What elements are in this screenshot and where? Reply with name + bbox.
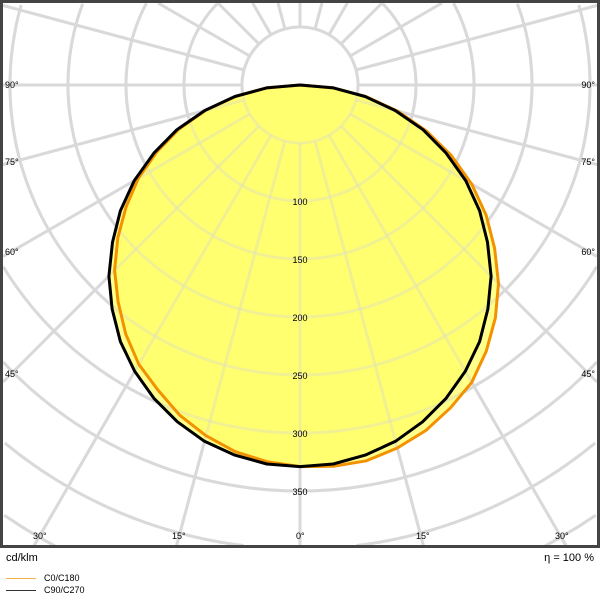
grid-spoke (313, 140, 425, 547)
angle-label-left-90: 90° (5, 80, 19, 90)
grid-spoke (216, 1, 261, 46)
angle-label-bottom-30-left: 30° (33, 531, 47, 541)
grid-overlay (1, 1, 599, 548)
grid-spoke (175, 140, 287, 547)
grid-spoke (2, 3, 245, 72)
polar-diagram: 100 150 200 250 300 350 (0, 0, 600, 548)
grid-spoke (157, 1, 251, 58)
grid-spoke (313, 2, 324, 30)
legend-item-c90-c270: C90/C270 (6, 585, 85, 595)
grid-ring (124, 2, 476, 261)
angle-label-left-45: 45° (5, 369, 19, 379)
grid-spoke (276, 2, 287, 30)
radial-tick-label: 100 (292, 197, 307, 207)
series-fill (108, 85, 492, 467)
legend-item-c0-c180: C0/C180 (6, 573, 80, 583)
grid-ring (8, 4, 592, 377)
grid-spoke (349, 1, 443, 58)
grid-spoke (349, 1, 443, 58)
grid-spoke (2, 3, 245, 72)
efficiency-label: η = 100 % (544, 552, 594, 564)
radial-tick-label: 300 (292, 429, 307, 439)
grid-ring (3, 441, 597, 547)
grid-ring (1, 360, 599, 493)
radial-labels: 100 150 200 250 300 350 (292, 197, 307, 497)
grid-ring (66, 3, 534, 319)
grid-spoke (339, 1, 384, 46)
angle-label-right-45: 45° (581, 369, 595, 379)
radial-tick-label: 150 (292, 255, 307, 265)
series-line-C90-C270 (107, 83, 493, 469)
angle-label-bottom-15-right: 15° (416, 531, 430, 541)
grid-spoke (251, 2, 273, 36)
unit-label: cd/klm (6, 552, 38, 564)
grid-spoke (157, 1, 251, 58)
grid-ring (182, 2, 418, 203)
grid-spoke (327, 134, 568, 547)
grid-spoke (327, 2, 349, 36)
grid-spoke (2, 112, 251, 258)
grid-spoke (251, 2, 273, 36)
grid-spoke (339, 124, 599, 384)
legend-label: C90/C270 (44, 585, 85, 595)
grid-ring (2, 266, 598, 435)
grid-spoke (355, 3, 598, 72)
angle-label-bottom-0: 0° (296, 531, 305, 541)
grid-ring (3, 513, 597, 548)
angle-label-right-60: 60° (581, 247, 595, 257)
angle-label-right-75: 75° (581, 157, 595, 167)
curves (108, 85, 499, 467)
angle-label-right-90: 90° (581, 80, 595, 90)
grid-spoke (327, 2, 349, 36)
angle-label-left-60: 60° (5, 247, 19, 257)
grid-spoke (276, 2, 287, 30)
grid-spoke (32, 134, 273, 547)
grid-spoke (313, 2, 324, 30)
grid-ring (3, 513, 597, 548)
radial-tick-label: 200 (292, 313, 307, 323)
grid-spoke (216, 1, 261, 46)
radial-tick-label: 250 (292, 371, 307, 381)
grid-spoke (1, 124, 261, 384)
angle-label-bottom-15-left: 15° (172, 531, 186, 541)
grid-ring (1, 360, 599, 493)
legend-swatch (6, 589, 36, 591)
radial-tick-label: 350 (292, 487, 307, 497)
grid-ring (3, 441, 597, 547)
legend-swatch (6, 577, 36, 579)
grid-spoke (339, 1, 384, 46)
legend-label: C0/C180 (44, 573, 80, 583)
angle-label-left-75: 75° (5, 157, 19, 167)
frame (0, 0, 600, 548)
angle-label-bottom-30-right: 30° (555, 531, 569, 541)
grid-ring (240, 25, 360, 145)
grid-spoke (355, 3, 598, 72)
